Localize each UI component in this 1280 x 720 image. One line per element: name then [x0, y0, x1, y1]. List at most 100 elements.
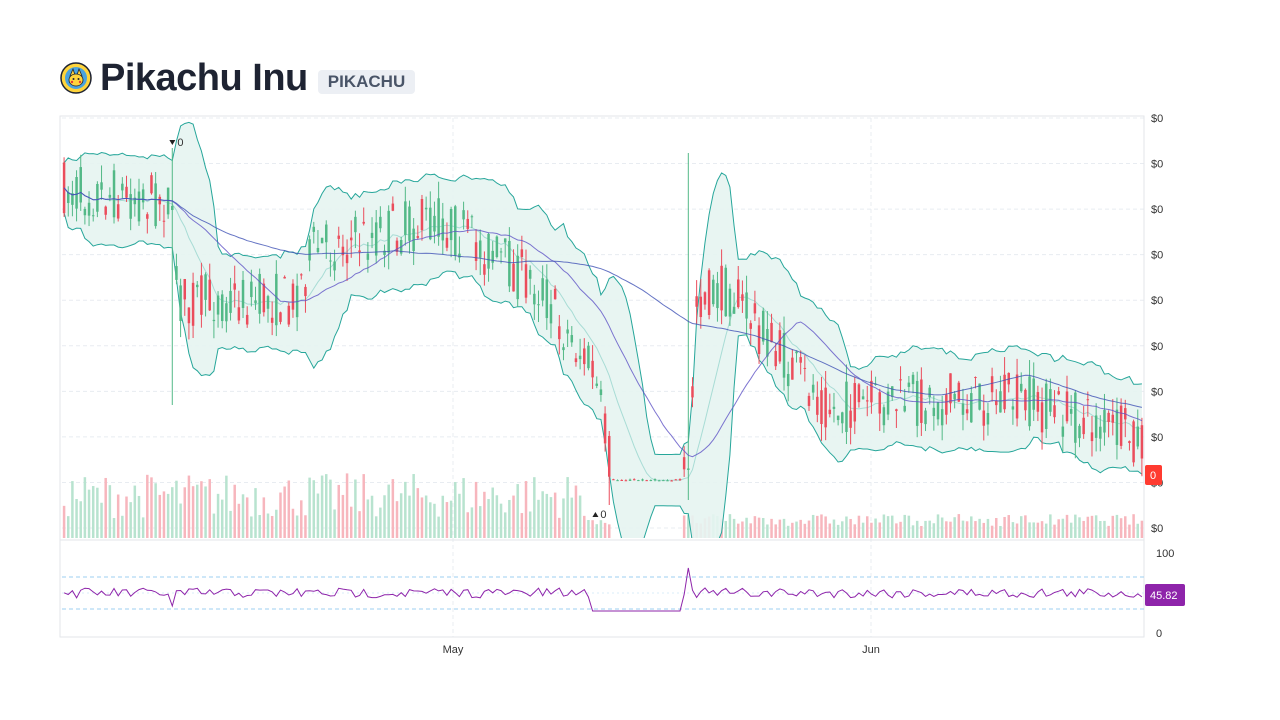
candle-body	[1111, 414, 1115, 423]
candle-body	[1044, 383, 1048, 430]
volume-bar	[96, 487, 99, 538]
candle-body	[866, 400, 869, 402]
volume-bar	[745, 517, 748, 538]
candle-body	[766, 329, 769, 357]
candle-body	[678, 479, 682, 481]
candle-body	[620, 479, 623, 481]
marker-high-label: 0	[177, 137, 183, 149]
volume-bar	[961, 520, 965, 538]
volume-bar	[237, 503, 241, 538]
candle-body	[1011, 406, 1015, 410]
volume-bar	[1065, 514, 1069, 538]
volume-bar	[150, 477, 153, 538]
volume-bar	[383, 495, 386, 538]
volume-bar	[404, 481, 407, 538]
candle-body	[291, 283, 295, 310]
volume-bar	[220, 499, 224, 538]
volume-bar	[266, 513, 270, 538]
price-tick-label: $0	[1151, 523, 1163, 535]
candle-body	[924, 410, 927, 425]
candle-body	[345, 254, 349, 264]
volume-bar	[761, 517, 765, 538]
candle-body	[1078, 425, 1081, 439]
marker-low-icon	[592, 512, 599, 517]
volume-bar	[229, 510, 232, 538]
volume-bar	[116, 494, 120, 538]
volume-bar	[420, 497, 424, 538]
price-tick-label: $0	[1151, 113, 1163, 125]
volume-bar	[454, 482, 457, 538]
volume-bar	[945, 521, 948, 538]
candle-body	[266, 296, 270, 309]
candle-body	[478, 240, 482, 258]
candle-body	[395, 240, 399, 252]
volume-bar	[903, 514, 906, 538]
volume-bar	[503, 512, 507, 538]
candle-body	[820, 390, 823, 425]
candle-body	[146, 214, 149, 219]
volume-bar	[737, 523, 740, 538]
candle-body	[703, 292, 707, 305]
candle-body	[254, 300, 257, 304]
candle-body	[895, 409, 898, 412]
ma-long-line	[63, 187, 1143, 408]
volume-bar	[749, 523, 752, 538]
volume-bar	[874, 518, 877, 538]
volume-bar	[508, 499, 511, 538]
candle-body	[204, 274, 207, 300]
volume-bar	[245, 497, 249, 538]
volume-bar	[1128, 524, 1131, 538]
candle-body	[607, 435, 611, 477]
candle-body	[745, 292, 748, 319]
volume-bar	[591, 520, 594, 538]
candle-body	[940, 409, 944, 426]
candle-body	[300, 274, 303, 276]
volume-bar	[191, 486, 195, 538]
candle-body	[100, 182, 103, 190]
rsi-tick-label: 0	[1156, 628, 1162, 640]
candle-body	[1090, 432, 1094, 442]
candle-body	[749, 323, 752, 329]
volume-bar	[100, 502, 103, 538]
volume-bar	[71, 481, 74, 538]
volume-bar	[312, 480, 316, 538]
candle-body	[886, 391, 890, 415]
candle-body	[470, 216, 474, 218]
candle-body	[175, 266, 178, 280]
price-tick-label: $0	[1151, 159, 1163, 171]
volume-bar	[233, 484, 236, 538]
volume-bar	[370, 495, 374, 538]
volume-bar	[1140, 520, 1144, 538]
volume-bar	[75, 499, 78, 538]
volume-bar	[125, 496, 128, 538]
volume-bar	[832, 519, 836, 538]
volume-bar	[204, 486, 207, 538]
candle-body	[533, 293, 536, 305]
volume-bar	[1057, 519, 1060, 538]
candle-body	[212, 319, 216, 322]
volume-bar	[104, 477, 107, 538]
volume-bar	[291, 508, 295, 538]
rsi-pane	[62, 567, 1144, 612]
volume-bar	[824, 516, 827, 538]
candle-body	[408, 206, 411, 241]
candle-body	[986, 413, 990, 425]
volume-bar	[196, 484, 199, 538]
volume-bar	[474, 481, 478, 538]
volume-bar	[512, 495, 515, 538]
candle-body	[803, 367, 807, 369]
volume-bar	[724, 520, 728, 538]
candle-body	[358, 250, 361, 253]
volume-bar	[861, 522, 865, 538]
candle-body	[936, 402, 940, 420]
candle-body	[91, 215, 95, 217]
candle-body	[890, 386, 894, 397]
volume-bar	[757, 517, 761, 538]
volume-bar	[940, 517, 944, 538]
volume-bar	[491, 487, 494, 538]
candle-body	[279, 312, 282, 322]
candle-body	[845, 381, 848, 433]
volume-bar	[208, 479, 211, 538]
candle-body	[591, 360, 594, 378]
